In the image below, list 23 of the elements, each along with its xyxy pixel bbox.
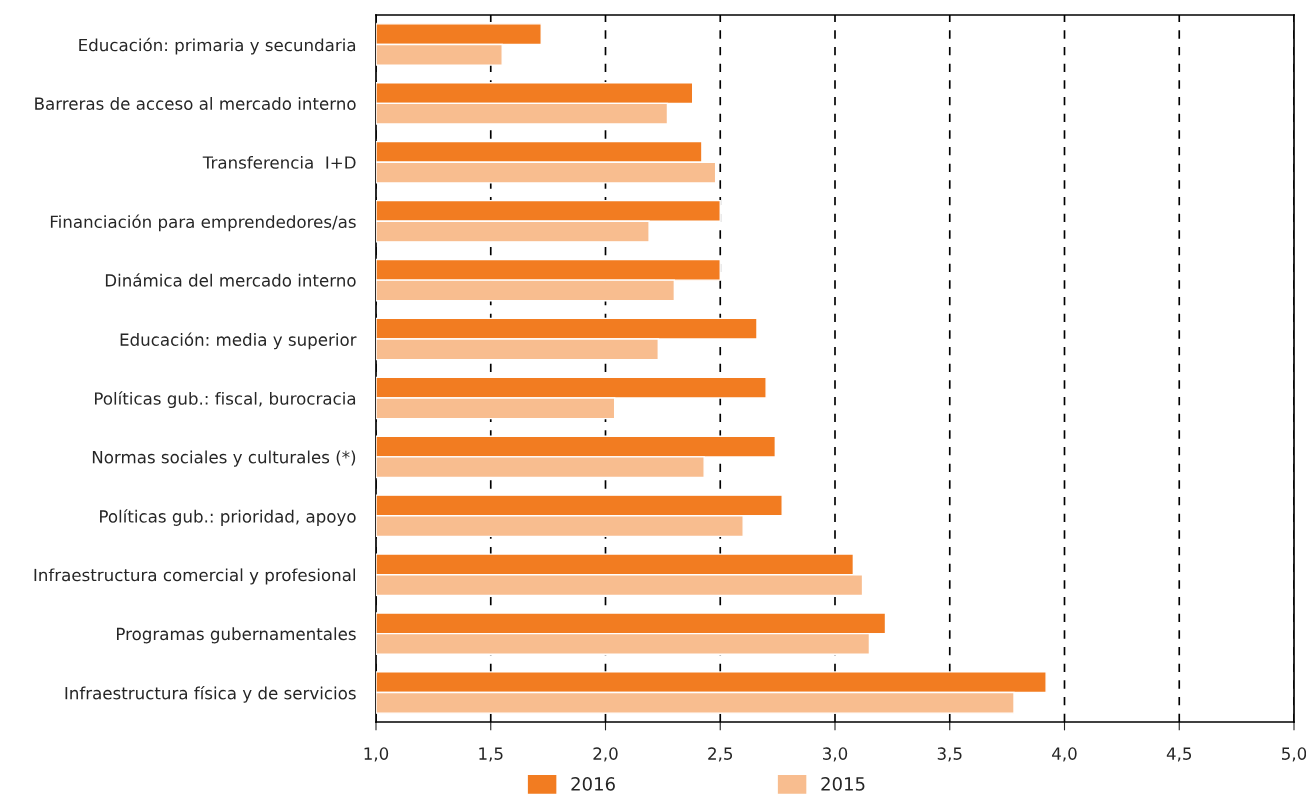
x-tick-label: 2,5 — [708, 747, 733, 762]
x-tick-label: 4,5 — [1166, 747, 1192, 762]
legend-label: 2015 — [821, 777, 865, 791]
y-tick-label: Políticas gub.: fiscal, burocracia — [95, 391, 356, 409]
x-tick-label: 3,5 — [937, 747, 962, 762]
x-tick-label: 5,0 — [1282, 747, 1306, 762]
y-tick-label: Políticas gub.: prioridad, apoyo — [100, 509, 356, 526]
y-tick-label: Educación: media y superior — [120, 332, 357, 350]
y-tick-label: Infraestructura física y de servicios — [65, 685, 356, 703]
legend-label: 2016 — [571, 777, 615, 791]
y-tick-label: Normas sociales y culturales (*) — [92, 450, 356, 467]
y-tick-label: Financiación para emprendedores/as — [50, 214, 356, 232]
x-tick-label: 3,0 — [823, 747, 848, 762]
x-tick-label: 2,0 — [593, 747, 618, 762]
y-tick-label: Educación: primaria y secundaria — [79, 37, 356, 55]
x-tick-label: 4,0 — [1052, 747, 1077, 762]
y-tick-label: Programas gubernamentales — [117, 627, 356, 644]
x-tick-label: 1,0 — [364, 747, 389, 762]
y-tick-label: Infraestructura comercial y profesional — [34, 568, 355, 585]
y-tick-label: Dinámica del mercado interno — [105, 273, 356, 287]
x-tick-label: 1,5 — [479, 747, 503, 762]
y-tick-label: Barreras de acceso al mercado interno — [35, 97, 356, 110]
y-tick-label: Transferencia I+D — [202, 155, 356, 169]
